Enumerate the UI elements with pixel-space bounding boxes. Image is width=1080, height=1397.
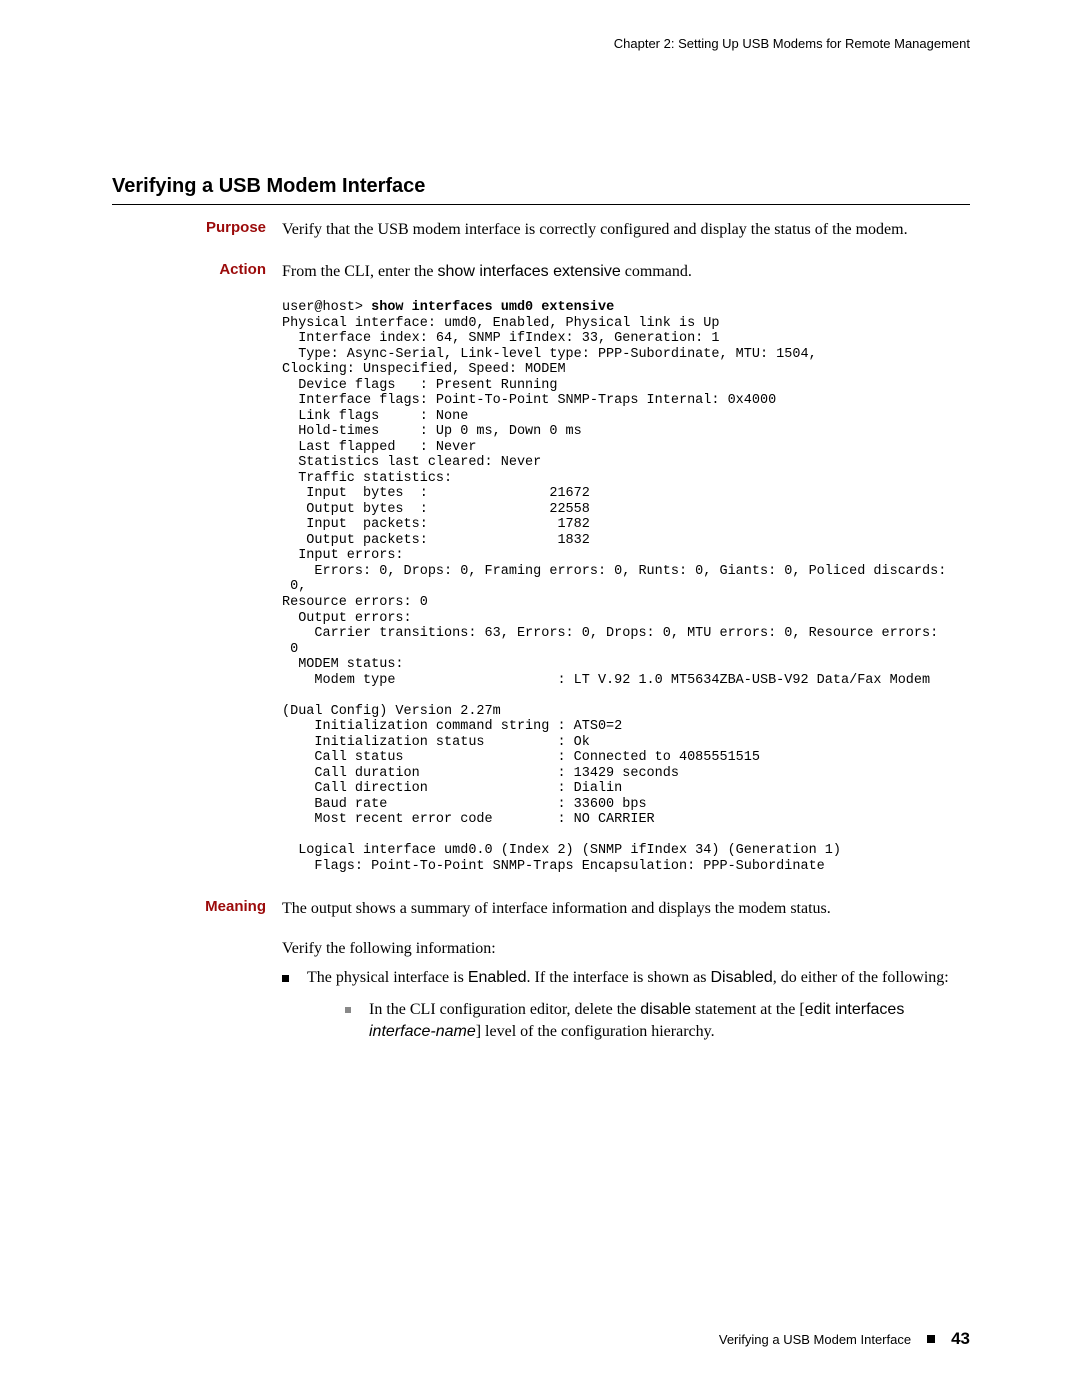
b1-pre: The physical interface is — [307, 969, 468, 986]
purpose-label: Purpose — [112, 219, 282, 241]
footer-square-icon — [927, 1335, 935, 1343]
section-rule — [112, 204, 970, 205]
bullet-text: The physical interface is Enabled. If th… — [307, 967, 970, 1054]
bullet-icon — [282, 975, 289, 982]
meaning-p2: Verify the following information: — [282, 938, 970, 960]
meaning-row: Meaning The output shows a summary of in… — [112, 898, 970, 1066]
sub-ifname: interface-name — [369, 1023, 476, 1040]
verify-list: The physical interface is Enabled. If th… — [282, 967, 970, 1054]
purpose-row: Purpose Verify that the USB modem interf… — [112, 219, 970, 241]
b1-post: , do either of the following: — [773, 969, 949, 986]
purpose-text: Verify that the USB modem interface is c… — [282, 219, 970, 241]
cli-row: user@host> show interfaces umd0 extensiv… — [112, 300, 970, 874]
sub-post: ] level of the configuration hierarchy. — [476, 1023, 715, 1040]
action-text: From the CLI, enter the show interfaces … — [282, 261, 970, 283]
action-intro-2: command. — [621, 263, 692, 280]
footer-text: Verifying a USB Modem Interface — [719, 1332, 911, 1347]
cli-command: show interfaces umd0 extensive — [371, 300, 614, 315]
footer-page-number: 43 — [951, 1329, 970, 1349]
page-footer: Verifying a USB Modem Interface 43 — [719, 1329, 970, 1349]
sub-list: In the CLI configuration editor, delete … — [307, 999, 970, 1042]
b1-enabled: Enabled — [468, 969, 527, 986]
sub-edit: edit interfaces — [805, 1001, 905, 1018]
bullet-icon — [345, 1007, 351, 1013]
chapter-header: Chapter 2: Setting Up USB Modems for Rem… — [112, 36, 970, 51]
cli-label-spacer — [112, 300, 282, 874]
section-title: Verifying a USB Modem Interface — [112, 175, 970, 198]
cli-prompt: user@host> — [282, 300, 371, 315]
sub-pre: In the CLI configuration editor, delete … — [369, 1001, 640, 1018]
sub-bullet-text: In the CLI configuration editor, delete … — [369, 999, 970, 1042]
cli-block: user@host> show interfaces umd0 extensiv… — [282, 300, 970, 874]
list-item: In the CLI configuration editor, delete … — [345, 999, 970, 1042]
sub-disable: disable — [640, 1001, 691, 1018]
meaning-label: Meaning — [112, 898, 282, 1066]
sub-mid: statement at the [ — [691, 1001, 805, 1018]
action-row: Action From the CLI, enter the show inte… — [112, 261, 970, 283]
meaning-p1: The output shows a summary of interface … — [282, 898, 970, 920]
b1-mid: . If the interface is shown as — [527, 969, 711, 986]
action-cmd: show interfaces extensive — [438, 263, 621, 280]
list-item: The physical interface is Enabled. If th… — [282, 967, 970, 1054]
b1-disabled: Disabled — [710, 969, 772, 986]
cli-output: Physical interface: umd0, Enabled, Physi… — [282, 316, 946, 874]
action-label: Action — [112, 261, 282, 283]
action-intro-1: From the CLI, enter the — [282, 263, 438, 280]
